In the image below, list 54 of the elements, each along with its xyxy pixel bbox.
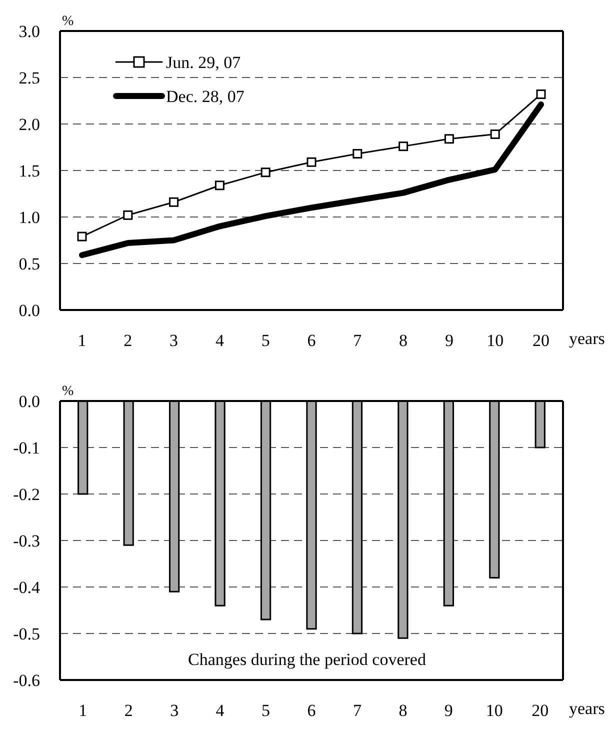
x-tick-label: 1 <box>78 701 88 720</box>
legend-label: Dec. 28, 07 <box>166 87 245 106</box>
point <box>260 168 270 178</box>
point <box>214 180 224 190</box>
annotation: Changes during the period covered <box>187 650 427 670</box>
y-axis-title: % <box>62 384 74 399</box>
y-axis-title: % <box>62 14 74 29</box>
x-tick-label: 9 <box>444 331 454 350</box>
y-tick-label: 2.0 <box>18 115 40 134</box>
x-tick-label: 9 <box>444 701 453 720</box>
x-tick-label: 1 <box>78 331 86 350</box>
x-tick-label: 2 <box>124 331 132 350</box>
y-tick-label: -0.5 <box>13 624 40 644</box>
y-tick-label: 0.0 <box>18 392 40 412</box>
x-tick-label: 5 <box>261 331 270 350</box>
x-tick-label: 20 <box>532 331 550 350</box>
point <box>444 134 454 144</box>
x-tick-label: 3 <box>170 701 179 720</box>
y-tick-label: -0.6 <box>13 671 40 690</box>
y-tick-label: 1.5 <box>18 162 40 181</box>
x-tick-label: 2 <box>124 701 133 720</box>
point <box>398 142 408 152</box>
x-tick-label: 3 <box>170 331 178 350</box>
x-tick-label: 6 <box>307 701 316 720</box>
y-tick-label: -0.2 <box>13 485 40 504</box>
legend-label: Jun. 29, 07 <box>166 53 242 72</box>
x-tick-label: 5 <box>262 701 270 720</box>
y-tick-label: 1.0 <box>18 208 40 228</box>
y-tick-label: -0.3 <box>13 532 40 551</box>
y-tick-label: 3.0 <box>18 22 40 42</box>
x-axis-title: years <box>569 699 605 718</box>
x-tick-label: 8 <box>399 331 408 350</box>
x-tick-label: 8 <box>398 701 408 720</box>
y-tick-label: -0.1 <box>13 438 40 458</box>
y-tick-label: 2.5 <box>18 68 40 88</box>
point <box>352 149 362 159</box>
point <box>123 210 133 220</box>
x-tick-label: 4 <box>215 331 224 350</box>
x-tick-label: 10 <box>486 701 503 720</box>
x-tick-label: 10 <box>486 331 504 350</box>
y-tick-label: 0.5 <box>18 254 40 274</box>
point <box>490 129 500 139</box>
y-tick-label: 0.0 <box>18 301 40 320</box>
x-tick-label: 6 <box>307 331 316 350</box>
x-tick-label: 20 <box>532 701 549 720</box>
x-tick-label: 7 <box>352 701 362 720</box>
x-axis-title: years <box>569 329 605 348</box>
point <box>77 232 87 242</box>
point <box>169 197 179 207</box>
x-tick-label: 4 <box>216 701 225 720</box>
x-tick-label: 7 <box>353 331 362 350</box>
y-tick-label: -0.4 <box>13 578 40 598</box>
point <box>306 157 316 167</box>
point <box>536 89 546 99</box>
